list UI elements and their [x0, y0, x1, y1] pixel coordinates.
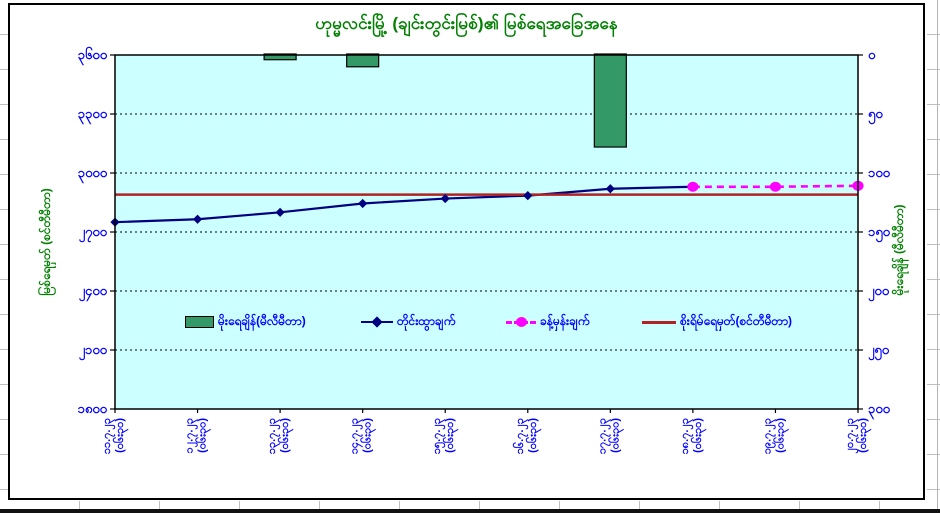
forecast-marker [769, 181, 782, 192]
secondary-y-axis-tick-label: ၅၀ [868, 106, 883, 125]
x-axis-label-date: ၁၉.၇.၂၃ [761, 417, 776, 454]
legend-label-rainfall: မိုးရေချိန်(မီလီမီတာ) [218, 314, 306, 328]
secondary-y-axis-tick-label: ၃၀၀ [868, 401, 891, 420]
x-axis-label-time: (၀၆း၃၀) [113, 418, 129, 453]
secondary-y-axis-tick-label: ၁၅၀ [868, 224, 891, 243]
secondary-y-axis-tick-label: ၂၀၀ [868, 283, 890, 302]
worksheet-gridlines-right [927, 0, 940, 500]
y-axis-title: မြစ်ရေမှတ် (စင်တီမီတာ) [36, 188, 57, 295]
secondary-y-axis-tick-label: ၁၀၀ [868, 165, 891, 180]
rainfall-bar [593, 53, 627, 148]
measured-marker [440, 193, 450, 204]
x-axis-label-time: (၀၆း၃၀) [361, 418, 377, 453]
y-axis-tick-label: ၃၃၀၀ [78, 106, 108, 125]
chart-title: ဟုမ္မလင်းမြို့ (ချင်းတွင်းမြစ်)၏ မြစ်ရေအ… [315, 14, 618, 33]
x-axis-label-time: (၀၆း၃၀) [278, 418, 294, 453]
danger-line-swatch-icon [642, 320, 676, 324]
forecast-line [692, 184, 859, 189]
forecast-marker [687, 181, 699, 192]
x-axis-label-time: (၀၆း၃၀) [856, 418, 872, 453]
measured-line [114, 185, 693, 224]
measured-marker [275, 207, 285, 217]
measured-marker [358, 198, 368, 209]
x-axis-label-time: (၀၆း၃၀) [443, 418, 459, 453]
x-axis-label-date: ၂၀.၇.၂၃ [844, 417, 859, 453]
rainfall-bar-swatch-icon [185, 316, 214, 328]
worksheet-gridlines-bottom [0, 501, 940, 509]
secondary-y-axis-title: မိုးရေချိန် (မီလီမီတာ) [890, 204, 910, 296]
x-axis-label-date: ၁၂.၇.၂၃ [184, 417, 199, 453]
rainfall-bar [263, 53, 297, 61]
x-axis-label-date: ၁၈.၇.၂၃ [679, 417, 694, 454]
screen-bottom-edge [0, 509, 940, 513]
y-axis-tick-label: ၂၁၀၀ [79, 342, 108, 361]
measured-marker [192, 214, 203, 224]
x-axis-label-date: ၁၅.၇.၂၃ [431, 417, 446, 454]
secondary-y-axis-tick-label: ၀ [868, 47, 876, 62]
x-axis-label-date: ၁၁.၇.၂၃ [101, 417, 116, 454]
x-axis-label-date: ၁၇.၇.၂၃ [596, 417, 611, 454]
worksheet-right-edge [937, 0, 938, 509]
legend-label-forecast: ခန့်မှန်းချက် [540, 314, 590, 328]
y-axis-tick-label: ၃၆၀၀ [78, 46, 108, 66]
x-axis-label-date: ၁၆.၇.၂၃ [513, 417, 529, 454]
forecast-line-swatch-icon [506, 317, 536, 327]
y-axis-tick-label: ၂၇၀၀ [79, 224, 108, 243]
legend-item-forecast: ခန့်မှန်းချက် [506, 311, 589, 333]
x-axis-label-time: (၀၆း၃၀) [608, 418, 624, 453]
rainfall-bar [346, 53, 380, 68]
legend-item-danger-level: စိုးရိမ်ရေမှတ်(စင်တီမီတာ) [642, 311, 792, 333]
legend-item-measured: တိုင်းထွာချက် [361, 311, 455, 333]
legend: မိုးရေချိန်(မီလီမီတာ) တိုင်းထွာချက် ခန့်… [0, 311, 940, 335]
y-axis-tick-label: ၃၀၀၀ [78, 165, 108, 184]
legend-item-rainfall: မိုးရေချိန်(မီလီမီတာ) [185, 311, 306, 333]
x-axis-label-date: ၁၃.၇.၂၃ [266, 417, 281, 454]
worksheet-gridlines-left [0, 0, 8, 500]
x-axis-label-time: (၀၆း၃၀) [773, 418, 789, 453]
legend-label-danger-level: စိုးရိမ်ရေမှတ်(စင်တီမီတာ) [680, 314, 793, 328]
x-axis-label-time: (၀၆း၃၀) [526, 418, 542, 453]
secondary-y-axis-tick-label: ၂၅၀ [868, 342, 890, 361]
legend-label-measured: တိုင်းထွာချက် [397, 314, 456, 328]
y-axis-tick-label: ၁၈၀၀ [78, 401, 108, 416]
measured-marker [523, 191, 533, 201]
x-axis-label-date: ၁၄.၇.၂၃ [349, 417, 364, 454]
x-axis-label-time: (၀၆း၃၀) [691, 418, 707, 453]
y-axis-tick-label: ၂၄၀၀ [79, 283, 108, 302]
x-axis-label-time: (၀၆း၃၀) [196, 418, 212, 453]
measured-marker [605, 184, 615, 194]
measured-line-swatch-icon [361, 315, 393, 328]
